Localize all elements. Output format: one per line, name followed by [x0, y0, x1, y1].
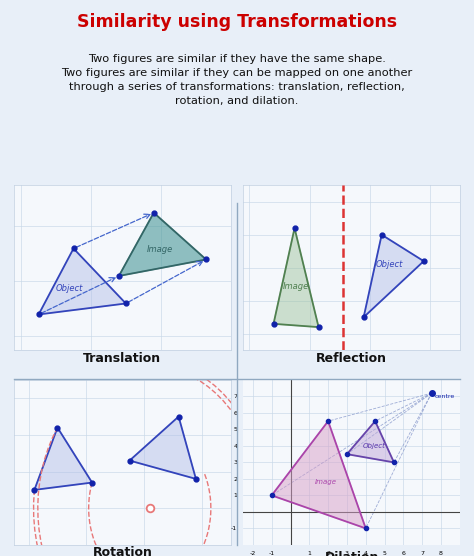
Polygon shape: [347, 421, 394, 463]
Text: Similarity using Transformations: Similarity using Transformations: [77, 13, 397, 31]
Text: Object: Object: [55, 284, 82, 294]
Text: centre: centre: [434, 394, 455, 399]
Polygon shape: [35, 428, 92, 490]
Polygon shape: [273, 228, 319, 327]
Text: Image: Image: [315, 479, 337, 485]
Polygon shape: [129, 416, 196, 479]
Text: Two figures are similar if they have the same shape.
Two figures are similar if : Two figures are similar if they have the…: [61, 54, 413, 106]
Polygon shape: [119, 213, 206, 276]
Text: Image: Image: [283, 282, 309, 291]
Polygon shape: [39, 249, 126, 315]
Polygon shape: [272, 421, 366, 528]
Text: Reflection: Reflection: [316, 352, 387, 365]
Text: Dilation: Dilation: [324, 552, 379, 556]
Text: Translation: Translation: [83, 352, 162, 365]
Text: Rotation: Rotation: [92, 547, 152, 556]
Polygon shape: [364, 235, 424, 317]
Text: Image: Image: [146, 245, 173, 254]
Text: Object: Object: [376, 260, 403, 269]
Text: Object: Object: [363, 443, 385, 449]
